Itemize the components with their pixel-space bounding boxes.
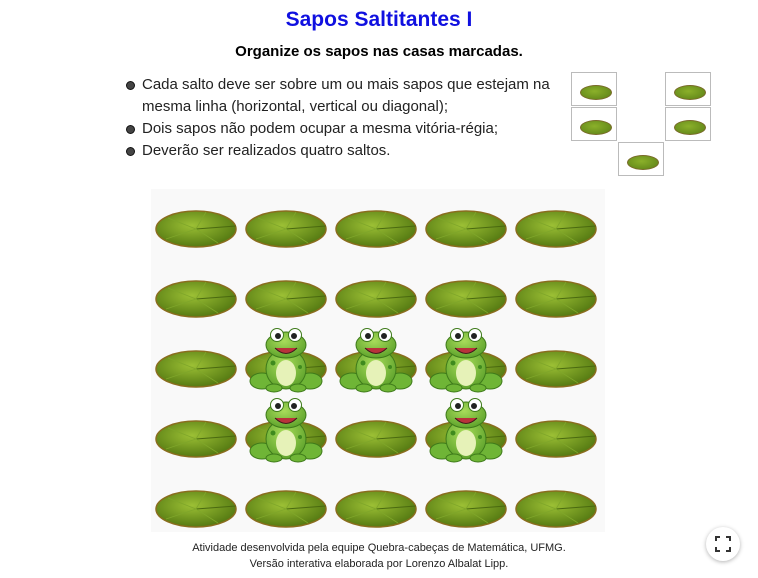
lily-pad[interactable] <box>245 280 327 318</box>
lily-pad[interactable] <box>335 280 417 318</box>
rule-item: Cada salto deve ser sobre um ou mais sap… <box>126 74 566 118</box>
target-pattern-grid <box>571 72 715 179</box>
credits-line-1: Atividade desenvolvida pela equipe Quebr… <box>192 542 566 554</box>
lily-pad[interactable] <box>335 210 417 248</box>
board-canvas <box>155 210 597 528</box>
frog[interactable] <box>249 328 323 393</box>
rules-list: Cada salto deve ser sobre um ou mais sap… <box>126 74 566 162</box>
lily-pad[interactable] <box>515 210 597 248</box>
target-cell <box>665 72 711 106</box>
lily-pad[interactable] <box>155 280 237 318</box>
lily-pad-icon <box>580 120 612 135</box>
lily-pad[interactable] <box>155 210 237 248</box>
frog[interactable] <box>339 328 413 393</box>
lily-pad[interactable] <box>155 350 237 388</box>
lily-pad[interactable] <box>515 490 597 528</box>
target-cell <box>618 142 664 176</box>
lily-pad[interactable] <box>245 210 327 248</box>
page-title: Sapos Saltitantes I <box>285 8 473 31</box>
fullscreen-button[interactable] <box>706 527 740 561</box>
lily-pad[interactable] <box>425 490 507 528</box>
frog[interactable] <box>429 398 503 463</box>
lily-pad[interactable] <box>335 490 417 528</box>
lily-pad[interactable] <box>425 210 507 248</box>
lily-pad[interactable] <box>155 490 237 528</box>
fullscreen-icon <box>715 536 731 552</box>
lily-pad[interactable] <box>515 420 597 458</box>
lily-pad-icon <box>674 85 706 100</box>
target-cell <box>571 72 617 106</box>
lily-pad-icon <box>674 120 706 135</box>
lily-pad-icon <box>627 155 659 170</box>
credits: Atividade desenvolvida pela equipe Quebr… <box>0 540 758 572</box>
game-board <box>151 189 605 532</box>
rule-item: Deverão ser realizados quatro saltos. <box>126 140 566 162</box>
frog[interactable] <box>429 328 503 393</box>
lily-pad[interactable] <box>515 350 597 388</box>
rule-item: Dois sapos não podem ocupar a mesma vitó… <box>126 118 566 140</box>
credits-line-2: Versão interativa elaborada por Lorenzo … <box>249 558 509 570</box>
lily-pad[interactable] <box>515 280 597 318</box>
frog[interactable] <box>249 398 323 463</box>
lily-pad[interactable] <box>425 280 507 318</box>
lily-pad-icon <box>580 85 612 100</box>
instruction-subtitle: Organize os sapos nas casas marcadas. <box>235 43 523 60</box>
lily-pad[interactable] <box>155 420 237 458</box>
target-cell <box>571 107 617 141</box>
lily-pad[interactable] <box>335 420 417 458</box>
target-cell <box>665 107 711 141</box>
lily-pad[interactable] <box>245 490 327 528</box>
